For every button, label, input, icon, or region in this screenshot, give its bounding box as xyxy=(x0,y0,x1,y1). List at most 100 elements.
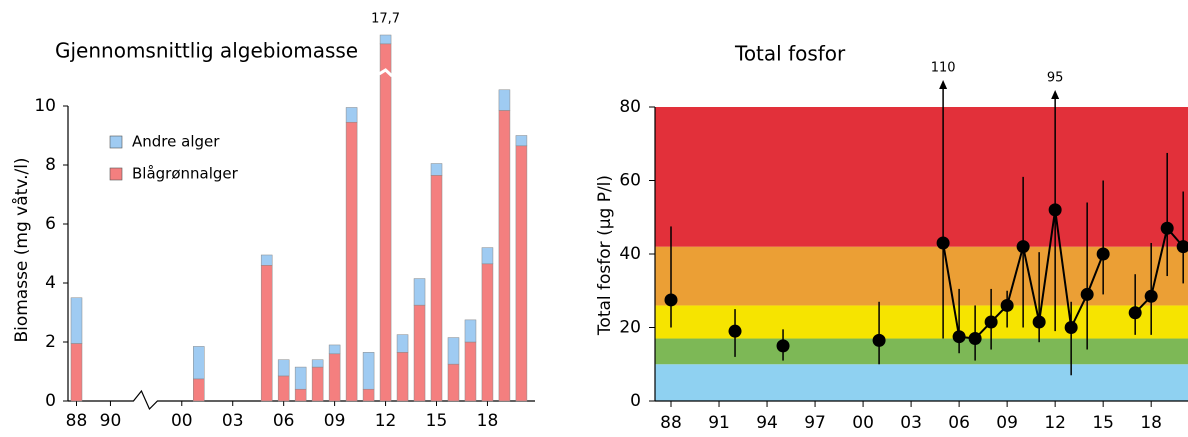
x-tick-label: 18 xyxy=(477,411,499,431)
y-tick-label: 6 xyxy=(45,214,56,234)
bar-segment xyxy=(260,265,273,402)
legend-label: Andre alger xyxy=(132,133,220,151)
x-tick-label: 03 xyxy=(222,411,244,431)
band xyxy=(655,305,1188,339)
bar-segment xyxy=(430,175,443,402)
y-tick-label: 0 xyxy=(45,391,56,411)
chart-title: Gjennomsnittlig algebiomasse xyxy=(55,39,358,63)
band xyxy=(655,364,1188,401)
legend-swatch xyxy=(109,135,123,149)
bar-segment xyxy=(277,375,290,402)
bar-segment xyxy=(396,334,409,353)
x-tick-label: 15 xyxy=(1092,413,1114,433)
bar-segment xyxy=(396,352,409,402)
bar-segment xyxy=(481,263,494,402)
legend-swatch xyxy=(109,167,123,181)
y-tick-label: 60 xyxy=(619,171,641,191)
x-tick-label: 12 xyxy=(1044,413,1066,433)
bar-segment xyxy=(515,135,528,147)
bar-segment xyxy=(430,163,443,176)
bar-segment xyxy=(362,388,375,402)
arrow-head xyxy=(1051,90,1060,99)
x-tick-label: 09 xyxy=(324,411,346,431)
x-tick-label: 09 xyxy=(996,413,1018,433)
bar-segment xyxy=(345,107,358,123)
bar-segment xyxy=(379,34,392,45)
bar-segment xyxy=(193,346,205,380)
x-tick-label: 88 xyxy=(66,411,88,431)
y-tick-label: 0 xyxy=(630,391,641,411)
bar-segment xyxy=(193,378,205,402)
x-tick-label: 90 xyxy=(100,411,122,431)
point xyxy=(984,315,998,329)
x-tick-label: 15 xyxy=(426,411,448,431)
y-tick-label: 8 xyxy=(45,155,56,175)
axis-break xyxy=(378,68,394,78)
x-tick-label: 91 xyxy=(708,413,730,433)
point xyxy=(776,339,790,353)
point xyxy=(1080,287,1094,301)
point xyxy=(1096,247,1110,261)
band xyxy=(655,107,1188,247)
y-tick-label: 2 xyxy=(45,332,56,352)
x-tick-label: 12 xyxy=(375,411,397,431)
point xyxy=(1016,240,1030,254)
x-tick-label: 00 xyxy=(171,411,193,431)
y-tick-label: 80 xyxy=(619,97,641,117)
error-label: 110 xyxy=(931,61,956,76)
bar-segment xyxy=(362,352,375,390)
x-tick-label: 00 xyxy=(852,413,874,433)
chart-title: Total fosfor xyxy=(734,42,846,66)
bar-segment xyxy=(260,254,273,266)
bar-segment xyxy=(498,110,511,402)
arrow-head xyxy=(939,80,948,89)
bar-segment xyxy=(413,278,426,306)
bar-segment xyxy=(447,363,460,402)
x-tick-label: 06 xyxy=(273,411,295,431)
bar-segment xyxy=(328,344,341,355)
x-tick-label: 94 xyxy=(756,413,778,433)
bar-segment xyxy=(70,297,83,344)
x-axis xyxy=(68,389,535,411)
bar-segment xyxy=(481,247,494,265)
bar-segment xyxy=(464,319,477,343)
error-label: 95 xyxy=(1047,71,1064,86)
bar-segment xyxy=(345,121,358,402)
y-axis-label: Biomasse (mg våtv./l) xyxy=(11,157,32,342)
point xyxy=(664,293,678,307)
point xyxy=(1176,240,1188,254)
band xyxy=(655,338,1188,365)
bar-segment xyxy=(447,337,460,365)
bar-segment xyxy=(464,341,477,402)
point xyxy=(1032,315,1046,329)
x-tick-label: 18 xyxy=(1140,413,1162,433)
point xyxy=(936,236,950,250)
point xyxy=(1000,298,1014,312)
point xyxy=(952,330,966,344)
bar-segment xyxy=(294,366,307,390)
bar-segment xyxy=(413,304,426,402)
y-tick-label: 40 xyxy=(619,244,641,264)
x-tick-label: 03 xyxy=(900,413,922,433)
bar-segment xyxy=(70,343,83,402)
bar-segment xyxy=(498,89,511,111)
bar-segment xyxy=(311,359,324,368)
y-tick-label: 4 xyxy=(45,273,56,293)
bar-segment xyxy=(328,353,341,402)
point xyxy=(1128,306,1142,320)
x-tick-label: 88 xyxy=(660,413,682,433)
point xyxy=(1144,289,1158,303)
point xyxy=(872,333,886,347)
y-tick-label: 10 xyxy=(34,96,56,116)
x-tick-label: 06 xyxy=(948,413,970,433)
annotation: 17,7 xyxy=(371,12,400,27)
bar-segment xyxy=(294,388,307,402)
point xyxy=(1048,203,1062,217)
point xyxy=(728,324,742,338)
point xyxy=(1064,321,1078,334)
bar-segment xyxy=(515,145,528,402)
bar-segment xyxy=(277,359,290,377)
bar-segment xyxy=(311,366,324,402)
